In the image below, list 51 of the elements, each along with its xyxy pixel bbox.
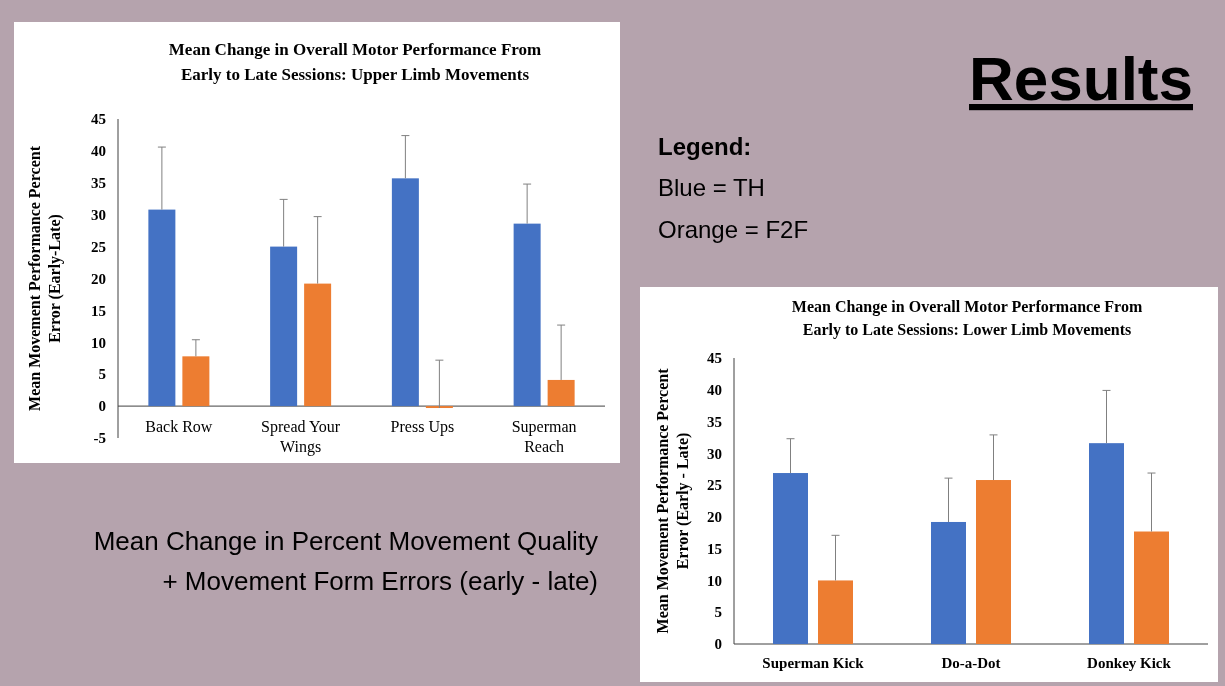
- y-tick-label: 45: [707, 350, 722, 367]
- text: Legend:: [658, 133, 752, 160]
- y-axis-title: Mean Movement Performance Percent Error (Early - Late): [654, 367, 692, 634]
- y-tick-label: 35: [707, 413, 722, 430]
- y-tick-label: 5: [98, 366, 106, 383]
- bar: [931, 521, 966, 644]
- bar: [818, 580, 853, 644]
- text: Results: [969, 44, 1193, 113]
- y-tick-label: 15: [91, 302, 106, 319]
- x-tick-label: Back Row: [145, 418, 213, 435]
- bar: [182, 356, 210, 407]
- x-tick-label: Do-a-Dot: [941, 655, 1001, 671]
- x-tick-label: Superman Kick: [762, 655, 865, 671]
- x-tick-label: Donkey Kick: [1087, 655, 1172, 671]
- y-tick-label: 5: [714, 604, 722, 621]
- text: Mean Change in Percent Movement Quality: [93, 526, 598, 556]
- y-tick-label: 40: [707, 382, 722, 399]
- y-tick-label: 30: [91, 206, 106, 223]
- bar: [976, 480, 1011, 644]
- y-tick-label: 10: [91, 334, 106, 351]
- text: + Movement Form Errors (early - late): [162, 566, 598, 596]
- chart-title: Mean Change in Overall Motor Performance From Early to Late Sessions: Lower Limb Movements: [791, 298, 1143, 340]
- x-tick-label: Superman Reach: [511, 418, 577, 455]
- bar: [547, 379, 575, 407]
- bar: [513, 223, 541, 407]
- x-tick-label: Press Ups: [390, 418, 455, 436]
- y-tick-label: 20: [707, 509, 722, 526]
- y-tick-label: 0: [98, 398, 106, 415]
- bar: [304, 283, 332, 407]
- y-tick-label: 20: [91, 270, 106, 287]
- y-tick-label: 15: [707, 540, 722, 557]
- y-tick-label: 10: [707, 572, 722, 589]
- y-tick-label: 45: [91, 111, 106, 128]
- bar: [270, 246, 298, 407]
- bar: [1089, 443, 1124, 644]
- y-tick-label: 0: [714, 636, 722, 653]
- bar: [391, 178, 419, 407]
- y-tick-label: 25: [707, 477, 722, 494]
- y-tick-label: -5: [93, 430, 106, 447]
- text: Orange = F2F: [658, 216, 809, 243]
- x-tick-label: Spread Your Wings: [261, 418, 341, 456]
- text: Blue = TH: [658, 174, 765, 201]
- bar: [1134, 531, 1169, 644]
- y-tick-label: 35: [91, 175, 106, 192]
- y-tick-label: 25: [91, 238, 106, 255]
- bar: [148, 209, 176, 407]
- bar: [773, 473, 808, 644]
- y-tick-label: 30: [707, 445, 722, 462]
- y-axis-title: Mean Movement Performance Percent Error (Early-Late): [26, 145, 64, 411]
- y-tick-label: 40: [91, 143, 106, 160]
- chart-title: Mean Change in Overall Motor Performance From Early to Late Sessions: Upper Limb Movements: [168, 40, 542, 84]
